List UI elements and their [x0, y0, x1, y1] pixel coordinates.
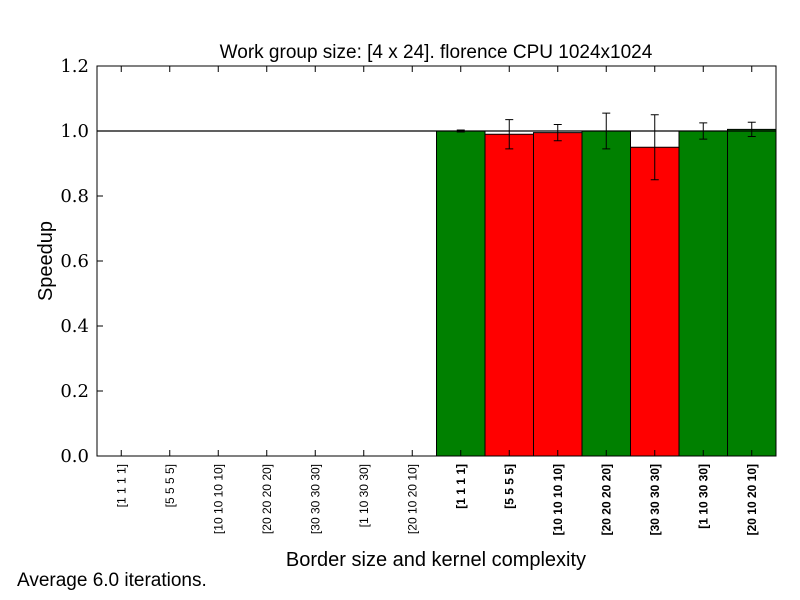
- x-tick-label: [10 10 10 10]: [551, 464, 565, 535]
- error-bars: [456, 112, 756, 181]
- x-tick-label: [30 30 30 30]: [308, 464, 322, 534]
- bar: [436, 130, 486, 457]
- bar: [484, 133, 534, 457]
- y-tick-label: 0.8: [60, 186, 89, 207]
- y-tick-label: 1.0: [60, 121, 89, 142]
- iterations-footnote: Average 6.0 iterations.: [17, 570, 207, 591]
- x-tick-label: [20 10 20 10]: [405, 464, 419, 534]
- bars: [436, 128, 777, 457]
- y-tick-label: 0.2: [60, 381, 89, 402]
- y-tick-label: 1.2: [60, 56, 89, 77]
- y-tick-label: 0.6: [60, 251, 89, 272]
- bar: [581, 130, 631, 457]
- x-tick-label: [1 1 1 1]: [114, 464, 128, 507]
- x-axis-ticks: [1 1 1 1] [5 5 5 5] [10 10 10 10] [20 20 20…: [114, 66, 759, 535]
- x-tick-label: [1 10 30 30]: [696, 464, 710, 529]
- x-tick-label: [5 5 5 5]: [502, 464, 516, 509]
- x-tick-label: [1 1 1 1]: [454, 464, 468, 509]
- x-tick-label: [1 10 30 30]: [357, 464, 371, 527]
- x-tick-label: [20 20 20 20]: [599, 464, 613, 535]
- x-tick-label: [5 5 5 5]: [163, 464, 177, 507]
- x-tick-label: [30 30 30 30]: [648, 464, 662, 535]
- x-tick-label: [10 10 10 10]: [211, 464, 225, 534]
- bar: [533, 132, 583, 457]
- x-tick-label: [20 20 20 20]: [260, 464, 274, 534]
- y-tick-label: 0.0: [60, 446, 89, 467]
- plot-frame: [96, 65, 777, 457]
- chart-title: Work group size: [4 x 24]. florence CPU …: [220, 42, 653, 63]
- y-tick-label: 0.4: [60, 316, 89, 337]
- bar: [678, 130, 728, 457]
- x-axis-label: Border size and kernel complexity: [286, 549, 586, 571]
- bar: [630, 146, 680, 457]
- x-tick-label: [20 10 20 10]: [745, 464, 759, 535]
- bar: [727, 128, 777, 457]
- y-axis-label: Speedup: [35, 221, 57, 301]
